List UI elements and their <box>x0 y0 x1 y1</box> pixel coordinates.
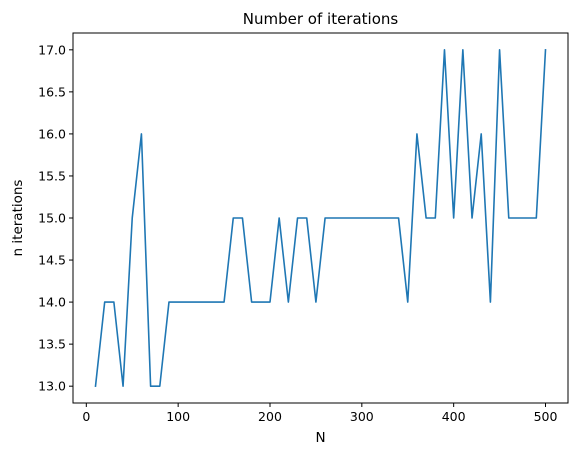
series-line <box>94 48 547 388</box>
y-tick-label: 16.5 <box>38 84 66 99</box>
y-tick-label: 14.5 <box>38 253 66 268</box>
y-axis-label: n iterations <box>10 180 26 257</box>
y-axis: 13.0 13.5 14.0 14.5 15.0 15.5 16.0 16.5 17.0 <box>38 42 73 394</box>
x-axis-label: N <box>315 430 325 446</box>
x-tick-label: 300 <box>350 409 374 424</box>
y-tick-label: 14.0 <box>38 295 66 310</box>
x-tick-label: 400 <box>442 409 466 424</box>
y-tick-label: 13.5 <box>38 337 66 352</box>
y-tick-label: 15.5 <box>38 168 66 183</box>
y-tick-label: 15.0 <box>38 211 66 226</box>
x-tick-label: 200 <box>258 409 282 424</box>
x-tick-label: 500 <box>534 409 558 424</box>
chart-title: Number of iterations <box>243 10 399 28</box>
x-tick-label: 0 <box>82 409 90 424</box>
plot-area <box>94 48 547 388</box>
x-tick-label: 100 <box>166 409 190 424</box>
y-tick-label: 16.0 <box>38 126 66 141</box>
y-tick-label: 17.0 <box>38 42 66 57</box>
x-axis: 0 100 200 300 400 500 <box>82 403 557 424</box>
y-tick-label: 13.0 <box>38 379 66 394</box>
